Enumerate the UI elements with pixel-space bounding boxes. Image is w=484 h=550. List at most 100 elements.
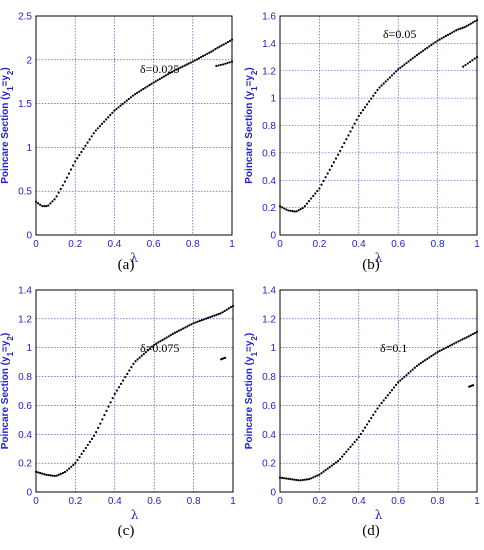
data-point [47,204,50,207]
y-tick-label: 0 [26,231,32,242]
data-point [177,329,181,332]
data-point [175,330,179,333]
plot-area [279,15,478,236]
data-point [221,311,224,314]
data-point [179,66,182,69]
data-point [312,476,315,479]
data-point [133,93,137,96]
data-point [53,198,56,201]
data-point [72,164,75,167]
data-point [359,111,362,115]
data-point [127,97,130,101]
y-tick-label: 1.4 [262,39,276,50]
data-point [380,84,383,87]
data-point [421,360,425,363]
y-tick-label: 1.2 [18,314,32,325]
data-point [34,200,38,203]
data-point [230,38,234,41]
data-point [84,144,87,147]
data-point [289,477,292,481]
data-point [301,478,304,482]
data-point [196,320,199,323]
data-point [376,407,379,410]
x-tick-label: 0.8 [186,239,200,250]
data-point [365,423,369,426]
y-axis-title: Poincare Section (y1=y2) [0,333,15,449]
data-point [434,352,437,355]
data-point [392,386,396,389]
data-point [80,150,83,154]
data-point [41,204,44,208]
data-point [189,61,192,64]
data-point [70,465,73,468]
data-point [465,336,468,339]
x-tick-label: 0.6 [391,239,405,250]
data-point [310,477,313,480]
data-point [94,129,97,132]
data-point [121,379,125,382]
data-point [299,208,302,211]
data-point [117,386,121,389]
data-point [372,94,375,97]
data-point [216,46,219,49]
data-point [88,440,92,443]
data-point [105,409,108,412]
data-point [293,210,296,213]
data-point [278,205,282,208]
y-tick-label: 0.8 [262,121,276,132]
data-point [67,172,71,175]
data-point [86,141,89,144]
data-point [446,345,450,348]
x-tick-label: 0.2 [68,239,82,250]
data-point [285,208,288,211]
panel-label: (b) [362,257,380,273]
data-point [413,55,416,58]
data-point [82,147,85,150]
data-point [109,113,112,117]
y-tick-label: 1 [26,343,32,354]
data-point [191,60,194,63]
data-point [330,464,333,467]
data-point [448,344,452,347]
data-point [51,200,54,203]
x-axis-title: λ [375,251,383,265]
data-point [368,100,371,103]
data-point [451,31,454,34]
data-point [353,122,356,125]
data-point [227,307,230,310]
panel-label: (c) [118,523,135,539]
x-axis-title: λ [131,508,139,522]
y-tick-label: 0 [270,488,276,499]
x-tick-label: 0.6 [147,496,161,507]
data-point [36,202,40,205]
data-point [169,334,172,337]
data-point [202,318,206,321]
y-tick-label: 0.8 [262,372,276,383]
data-point [465,25,468,28]
data-point [107,405,110,408]
data-point [417,363,421,366]
data-point [119,104,122,107]
data-point [181,65,184,68]
data-point [217,312,220,316]
data-point [84,446,87,450]
data-point [129,96,133,99]
x-tick-label: 0.8 [431,496,445,507]
data-point [204,53,207,57]
data-point [457,28,460,31]
data-point [370,416,373,420]
data-point [349,445,352,448]
data-point [142,352,145,356]
data-point [359,432,362,436]
data-point [336,459,340,463]
data-point [301,206,304,210]
x-tick-label: 0 [33,496,39,507]
data-point [175,68,178,71]
data-point [430,43,433,47]
y-tick-label: 0.4 [18,430,32,441]
y-axis-title: Poincare Section (y1=y2) [244,333,259,449]
data-point [59,187,62,191]
data-point [195,58,199,61]
data-point [121,102,124,106]
x-tick-label: 0.2 [68,496,82,507]
